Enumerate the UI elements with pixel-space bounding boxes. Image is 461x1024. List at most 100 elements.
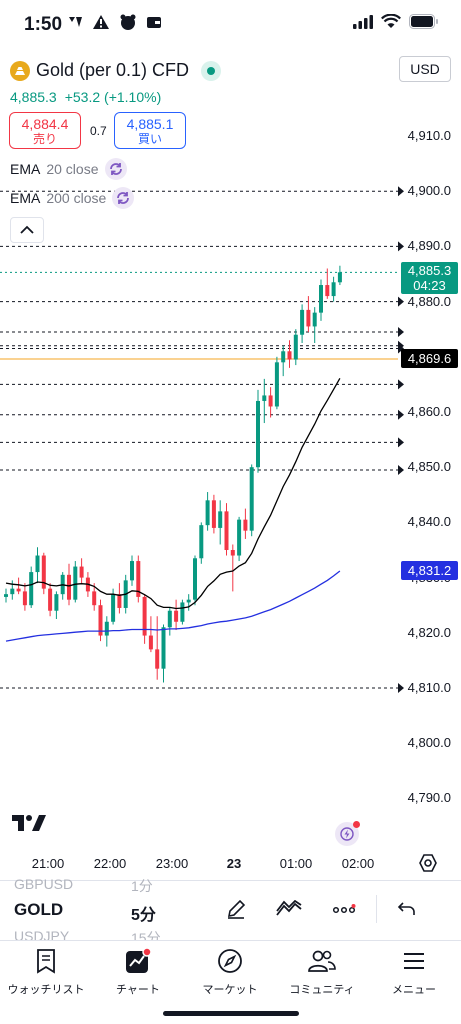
candle-body xyxy=(268,395,273,407)
time-label: 02:00 xyxy=(341,856,375,871)
alert-price-tag[interactable]: 4,869.6 xyxy=(401,349,458,368)
level-arrow-marker xyxy=(398,409,404,420)
candle-body xyxy=(218,511,223,528)
tab-label: メニュー xyxy=(392,984,436,996)
level-arrow-marker xyxy=(398,326,404,337)
price-axis-label: 4,880.0 xyxy=(407,293,451,309)
status-bar: 1:50 xyxy=(0,0,461,50)
sell-button[interactable]: 4,884.4 売り xyxy=(9,112,81,149)
level-arrow-marker xyxy=(398,464,404,475)
level-arrow-marker xyxy=(398,241,404,252)
sell-label: 売り xyxy=(32,131,57,146)
symbol-header[interactable]: Gold (per 0.1) CFD xyxy=(10,60,222,81)
indicators-icon[interactable] xyxy=(275,897,303,921)
candle-body xyxy=(256,400,260,468)
price-chart[interactable] xyxy=(0,50,461,880)
lightning-icon[interactable] xyxy=(335,821,360,846)
chevron-up-icon xyxy=(20,221,34,239)
price-axis-label: 4,850.0 xyxy=(407,459,451,475)
candle-body xyxy=(174,610,179,622)
watchlist-current-symbol[interactable]: GOLD xyxy=(14,900,64,919)
time-label: 22:00 xyxy=(93,856,127,871)
tab-market[interactable]: マーケット xyxy=(184,947,276,997)
tab-community[interactable]: コミュニティ xyxy=(276,947,368,997)
candle-body xyxy=(79,566,84,578)
time-label: 21:00 xyxy=(31,856,65,871)
candle-body xyxy=(186,599,191,603)
draw-pencil-icon[interactable] xyxy=(222,897,250,921)
indicator-ema-20[interactable]: EMA 20 close xyxy=(10,158,127,180)
tab-label: ウォッチリスト xyxy=(7,984,85,996)
undo-icon[interactable] xyxy=(393,897,421,921)
candle-body xyxy=(111,594,116,622)
time-label: 01:00 xyxy=(279,856,313,871)
candle-body xyxy=(180,602,185,622)
candle-body xyxy=(205,500,210,526)
level-arrow-marker xyxy=(398,186,404,197)
time-axis[interactable]: 21:00 22:00 23:00 23 01:00 02:00 xyxy=(0,852,461,876)
candle-body xyxy=(325,285,330,297)
candle-body xyxy=(230,550,235,556)
candle-body xyxy=(211,500,216,528)
candle-body xyxy=(98,605,103,636)
refresh-icon[interactable] xyxy=(104,158,127,180)
candle-body xyxy=(73,566,78,600)
ema200-price-tag: 4,831.2 xyxy=(401,560,458,580)
watchlist-icon xyxy=(32,947,60,975)
compass-icon xyxy=(216,947,244,975)
bar-countdown: 04:23 xyxy=(413,278,446,294)
candle-body xyxy=(167,610,172,628)
gold-logo-icon xyxy=(10,60,30,81)
price-axis-label: 4,840.0 xyxy=(407,514,451,530)
candle-body xyxy=(136,561,141,597)
candle-body xyxy=(193,558,197,600)
price-axis-label: 4,790.0 xyxy=(407,790,451,806)
market-open-icon[interactable] xyxy=(201,60,222,81)
app-icon xyxy=(118,14,138,33)
candle-body xyxy=(331,282,336,297)
tab-watchlist[interactable]: ウォッチリスト xyxy=(0,947,92,997)
wallet-icon xyxy=(146,15,162,32)
candle-body xyxy=(337,272,342,283)
price-change: +53.2 (+1.10%) xyxy=(64,89,162,105)
cellular-icon xyxy=(353,14,373,34)
alert-price-value: 4,869.6 xyxy=(407,351,452,366)
buy-button[interactable]: 4,885.1 買い xyxy=(114,112,186,149)
candle-body xyxy=(243,519,248,531)
candle-body xyxy=(224,511,229,550)
watchlist-prev-symbol[interactable]: GBPUSD xyxy=(14,876,74,892)
chart-settings-icon[interactable] xyxy=(418,853,438,878)
currency-select[interactable]: USD xyxy=(399,56,451,82)
level-arrow-marker xyxy=(398,343,404,354)
time-label: 23:00 xyxy=(155,856,189,871)
tiktok-icon xyxy=(68,15,84,32)
candle-body xyxy=(48,588,53,611)
symbol-name[interactable]: Gold (per 0.1) CFD xyxy=(36,60,190,80)
status-time: 1:50 xyxy=(24,14,63,35)
more-options-icon[interactable] xyxy=(330,897,358,921)
interval-current[interactable]: 5分 xyxy=(131,907,156,924)
candle-body xyxy=(249,467,254,531)
tab-chart[interactable]: チャート xyxy=(92,947,184,997)
candle-body xyxy=(148,635,153,650)
tab-label: マーケット xyxy=(202,984,258,996)
collapse-legend-button[interactable] xyxy=(10,217,44,243)
interval-prev[interactable]: 1分 xyxy=(131,878,153,894)
candle-body xyxy=(4,594,8,597)
candle-body xyxy=(22,591,27,606)
bid-price: 4,884.4 xyxy=(21,115,69,132)
level-arrow-marker xyxy=(398,296,404,307)
indicator-ema-200[interactable]: EMA 200 close xyxy=(10,187,135,209)
bottom-tab-bar: ウォッチリスト チャート マーケット コミュニティ メニュー xyxy=(0,940,461,1024)
candle-body xyxy=(300,309,305,335)
notification-dot xyxy=(353,821,360,828)
price-axis-label: 4,890.0 xyxy=(407,238,451,254)
tradingview-logo[interactable] xyxy=(12,813,48,838)
tab-menu[interactable]: メニュー xyxy=(368,947,460,997)
candle-body xyxy=(306,309,311,327)
refresh-icon[interactable] xyxy=(112,187,135,209)
price-axis-label: 4,810.0 xyxy=(407,680,451,695)
buy-label: 買い xyxy=(137,131,162,146)
candle-body xyxy=(142,596,147,636)
candle-body xyxy=(35,555,40,573)
